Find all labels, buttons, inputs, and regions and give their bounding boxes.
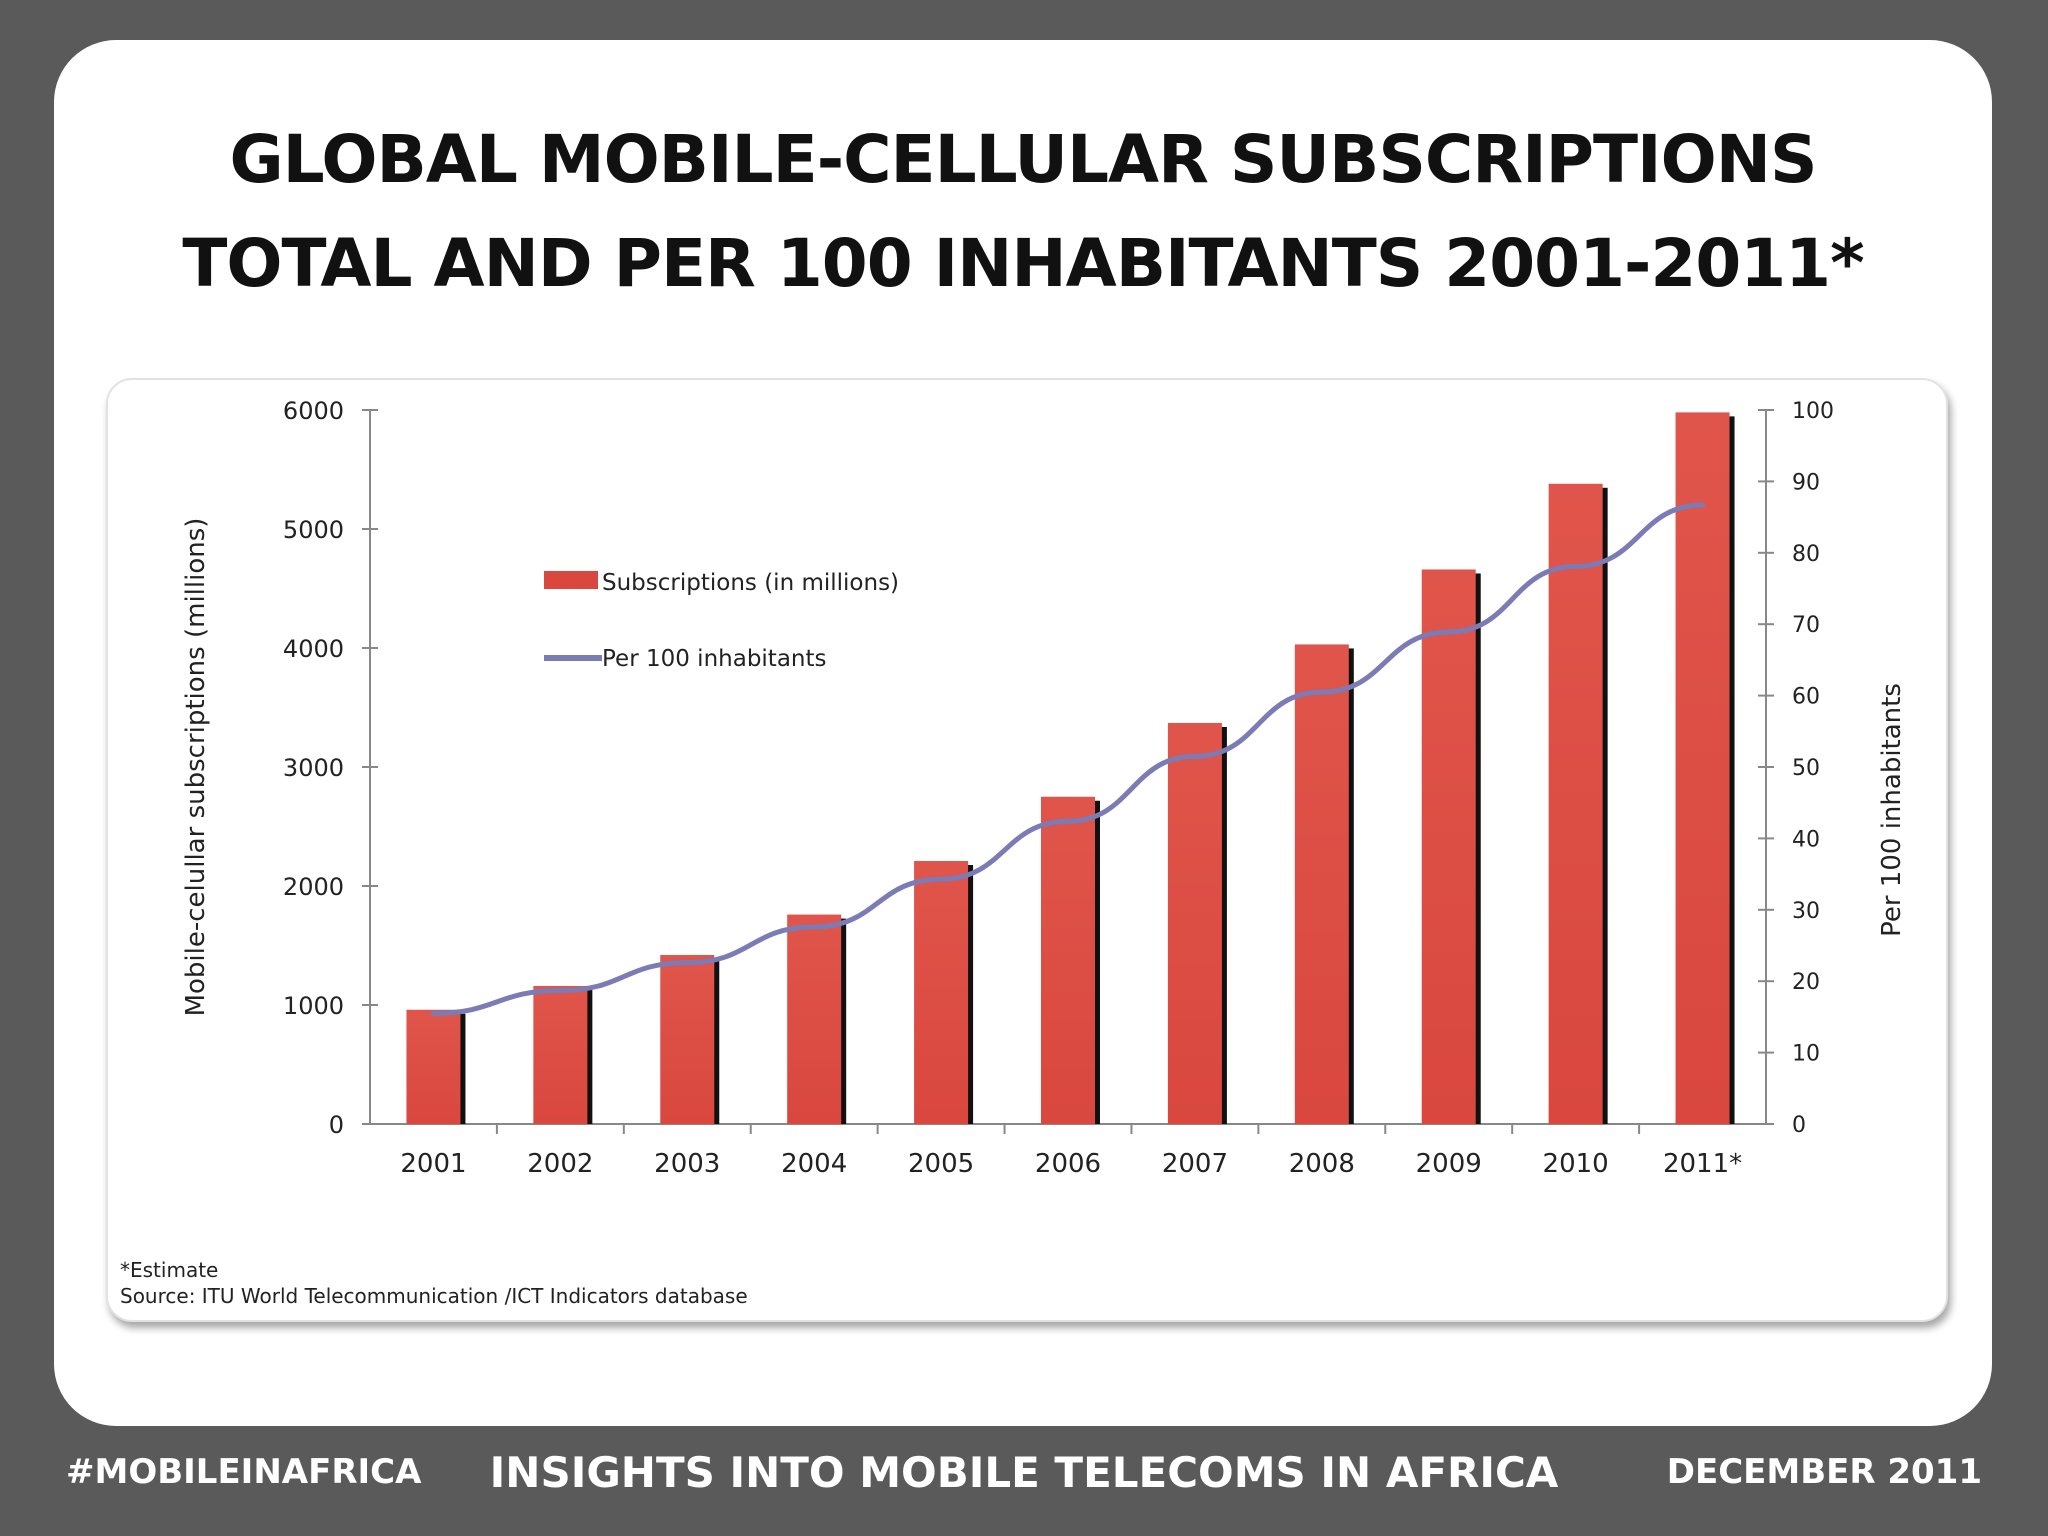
y-tick-label: 0 (329, 1111, 344, 1139)
y2-tick-label: 60 (1792, 685, 1820, 710)
x-tick-label: 2005 (908, 1149, 974, 1179)
source-note: Source: ITU World Telecommunication /ICT… (120, 1284, 748, 1308)
bar (1548, 483, 1603, 1124)
slide-title-line-2: TOTAL AND PER 100 INHABITANTS 2001-2011* (182, 225, 1864, 302)
x-tick-label: 2004 (781, 1149, 847, 1179)
x-tick-label: 2001 (400, 1149, 466, 1179)
y-tick-label: 3000 (283, 754, 344, 782)
estimate-note: *Estimate (120, 1258, 219, 1282)
x-tick-label: 2002 (527, 1149, 593, 1179)
chart-panel: 0 1000 2000 3000 4000 5000 6000 0 10 20 30 40 50 60 70… (106, 378, 1948, 1322)
bar (660, 955, 715, 1124)
slide-title: GLOBAL MOBILE-CELLULAR SUBSCRIPTIONS TOT… (54, 108, 1992, 316)
y-axis-title: Mobile-celullar subscriptions (millions) (181, 518, 211, 1017)
legend-bar-swatch (544, 571, 598, 589)
x-tick-label: 2008 (1289, 1149, 1355, 1179)
legend-bar-label: Subscriptions (in millions) (602, 570, 899, 596)
y2-tick-label: 70 (1792, 613, 1820, 638)
y2-tick-label: 40 (1792, 827, 1820, 852)
y-tick-label: 4000 (283, 635, 344, 663)
y-tick-label: 5000 (283, 516, 344, 544)
bar (1041, 796, 1095, 1124)
y2-axis-title: Per 100 inhabitants (1877, 683, 1907, 937)
bar (533, 985, 588, 1124)
bar (1421, 569, 1476, 1124)
per-100-line (430, 502, 1706, 1016)
bar (914, 861, 969, 1124)
slide-title-line-1: GLOBAL MOBILE-CELLULAR SUBSCRIPTIONS (229, 121, 1818, 198)
bar (1675, 412, 1730, 1124)
y2-tick-label: 10 (1792, 1042, 1820, 1067)
y2-tick-label: 0 (1792, 1113, 1806, 1138)
y2-tick-label: 100 (1792, 399, 1834, 424)
y2-tick-label: 50 (1792, 756, 1820, 781)
x-tick-label: 2009 (1416, 1149, 1482, 1179)
bar (406, 1009, 461, 1124)
x-tick-label: 2003 (654, 1149, 720, 1179)
footer-date: DECEMBER 2011 (1666, 1452, 1982, 1492)
x-tick-label: 2007 (1162, 1149, 1228, 1179)
y-tick-label: 2000 (283, 873, 344, 901)
chart: 0 1000 2000 3000 4000 5000 6000 0 10 20 30 40 50 60 70… (181, 397, 1907, 1179)
y2-tick-label: 30 (1792, 899, 1820, 924)
x-tick-label: 2011* (1663, 1149, 1742, 1179)
y-tick-label: 1000 (283, 992, 344, 1020)
y2-tick-label: 90 (1792, 470, 1820, 495)
y2-tick-label: 20 (1792, 970, 1820, 995)
y-tick-label: 6000 (283, 397, 344, 425)
bar (787, 914, 842, 1124)
footer-title: INSIGHTS INTO MOBILE TELECOMS IN AFRICA (489, 1448, 1559, 1497)
bar (1294, 644, 1349, 1124)
y2-tick-label: 80 (1792, 542, 1820, 567)
footer-hashtag: #MOBILEINAFRICA (66, 1452, 422, 1492)
bar (1167, 722, 1222, 1124)
x-tick-label: 2006 (1035, 1149, 1101, 1179)
legend-line-label: Per 100 inhabitants (602, 646, 827, 672)
x-tick-label: 2010 (1543, 1149, 1609, 1179)
